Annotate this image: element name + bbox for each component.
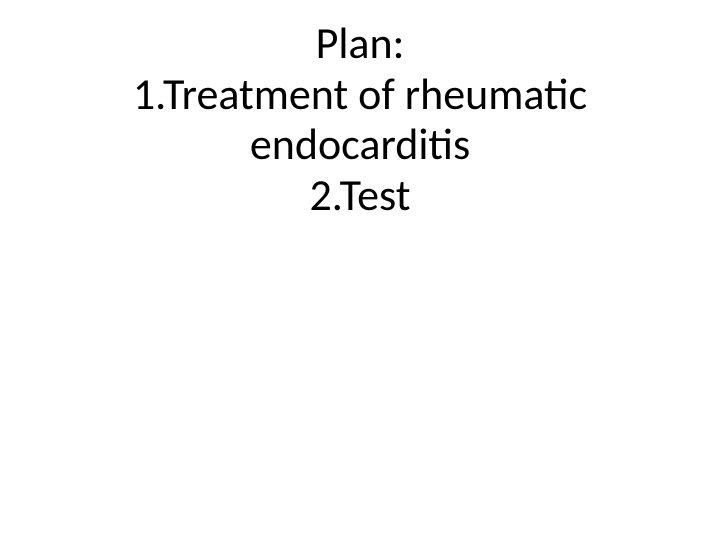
title-line-2: 1.Treatment of rheumatic — [0, 69, 720, 120]
title-block: Plan: 1.Treatment of rheumatic endocardi… — [0, 18, 720, 220]
title-line-3: endocarditis — [0, 119, 720, 170]
slide: Plan: 1.Treatment of rheumatic endocardi… — [0, 0, 720, 540]
title-line-4: 2.Test — [0, 170, 720, 221]
title-line-1: Plan: — [0, 18, 720, 69]
